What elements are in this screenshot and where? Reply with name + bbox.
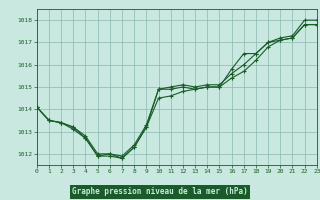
Text: Graphe pression niveau de la mer (hPa): Graphe pression niveau de la mer (hPa) [72, 188, 248, 196]
